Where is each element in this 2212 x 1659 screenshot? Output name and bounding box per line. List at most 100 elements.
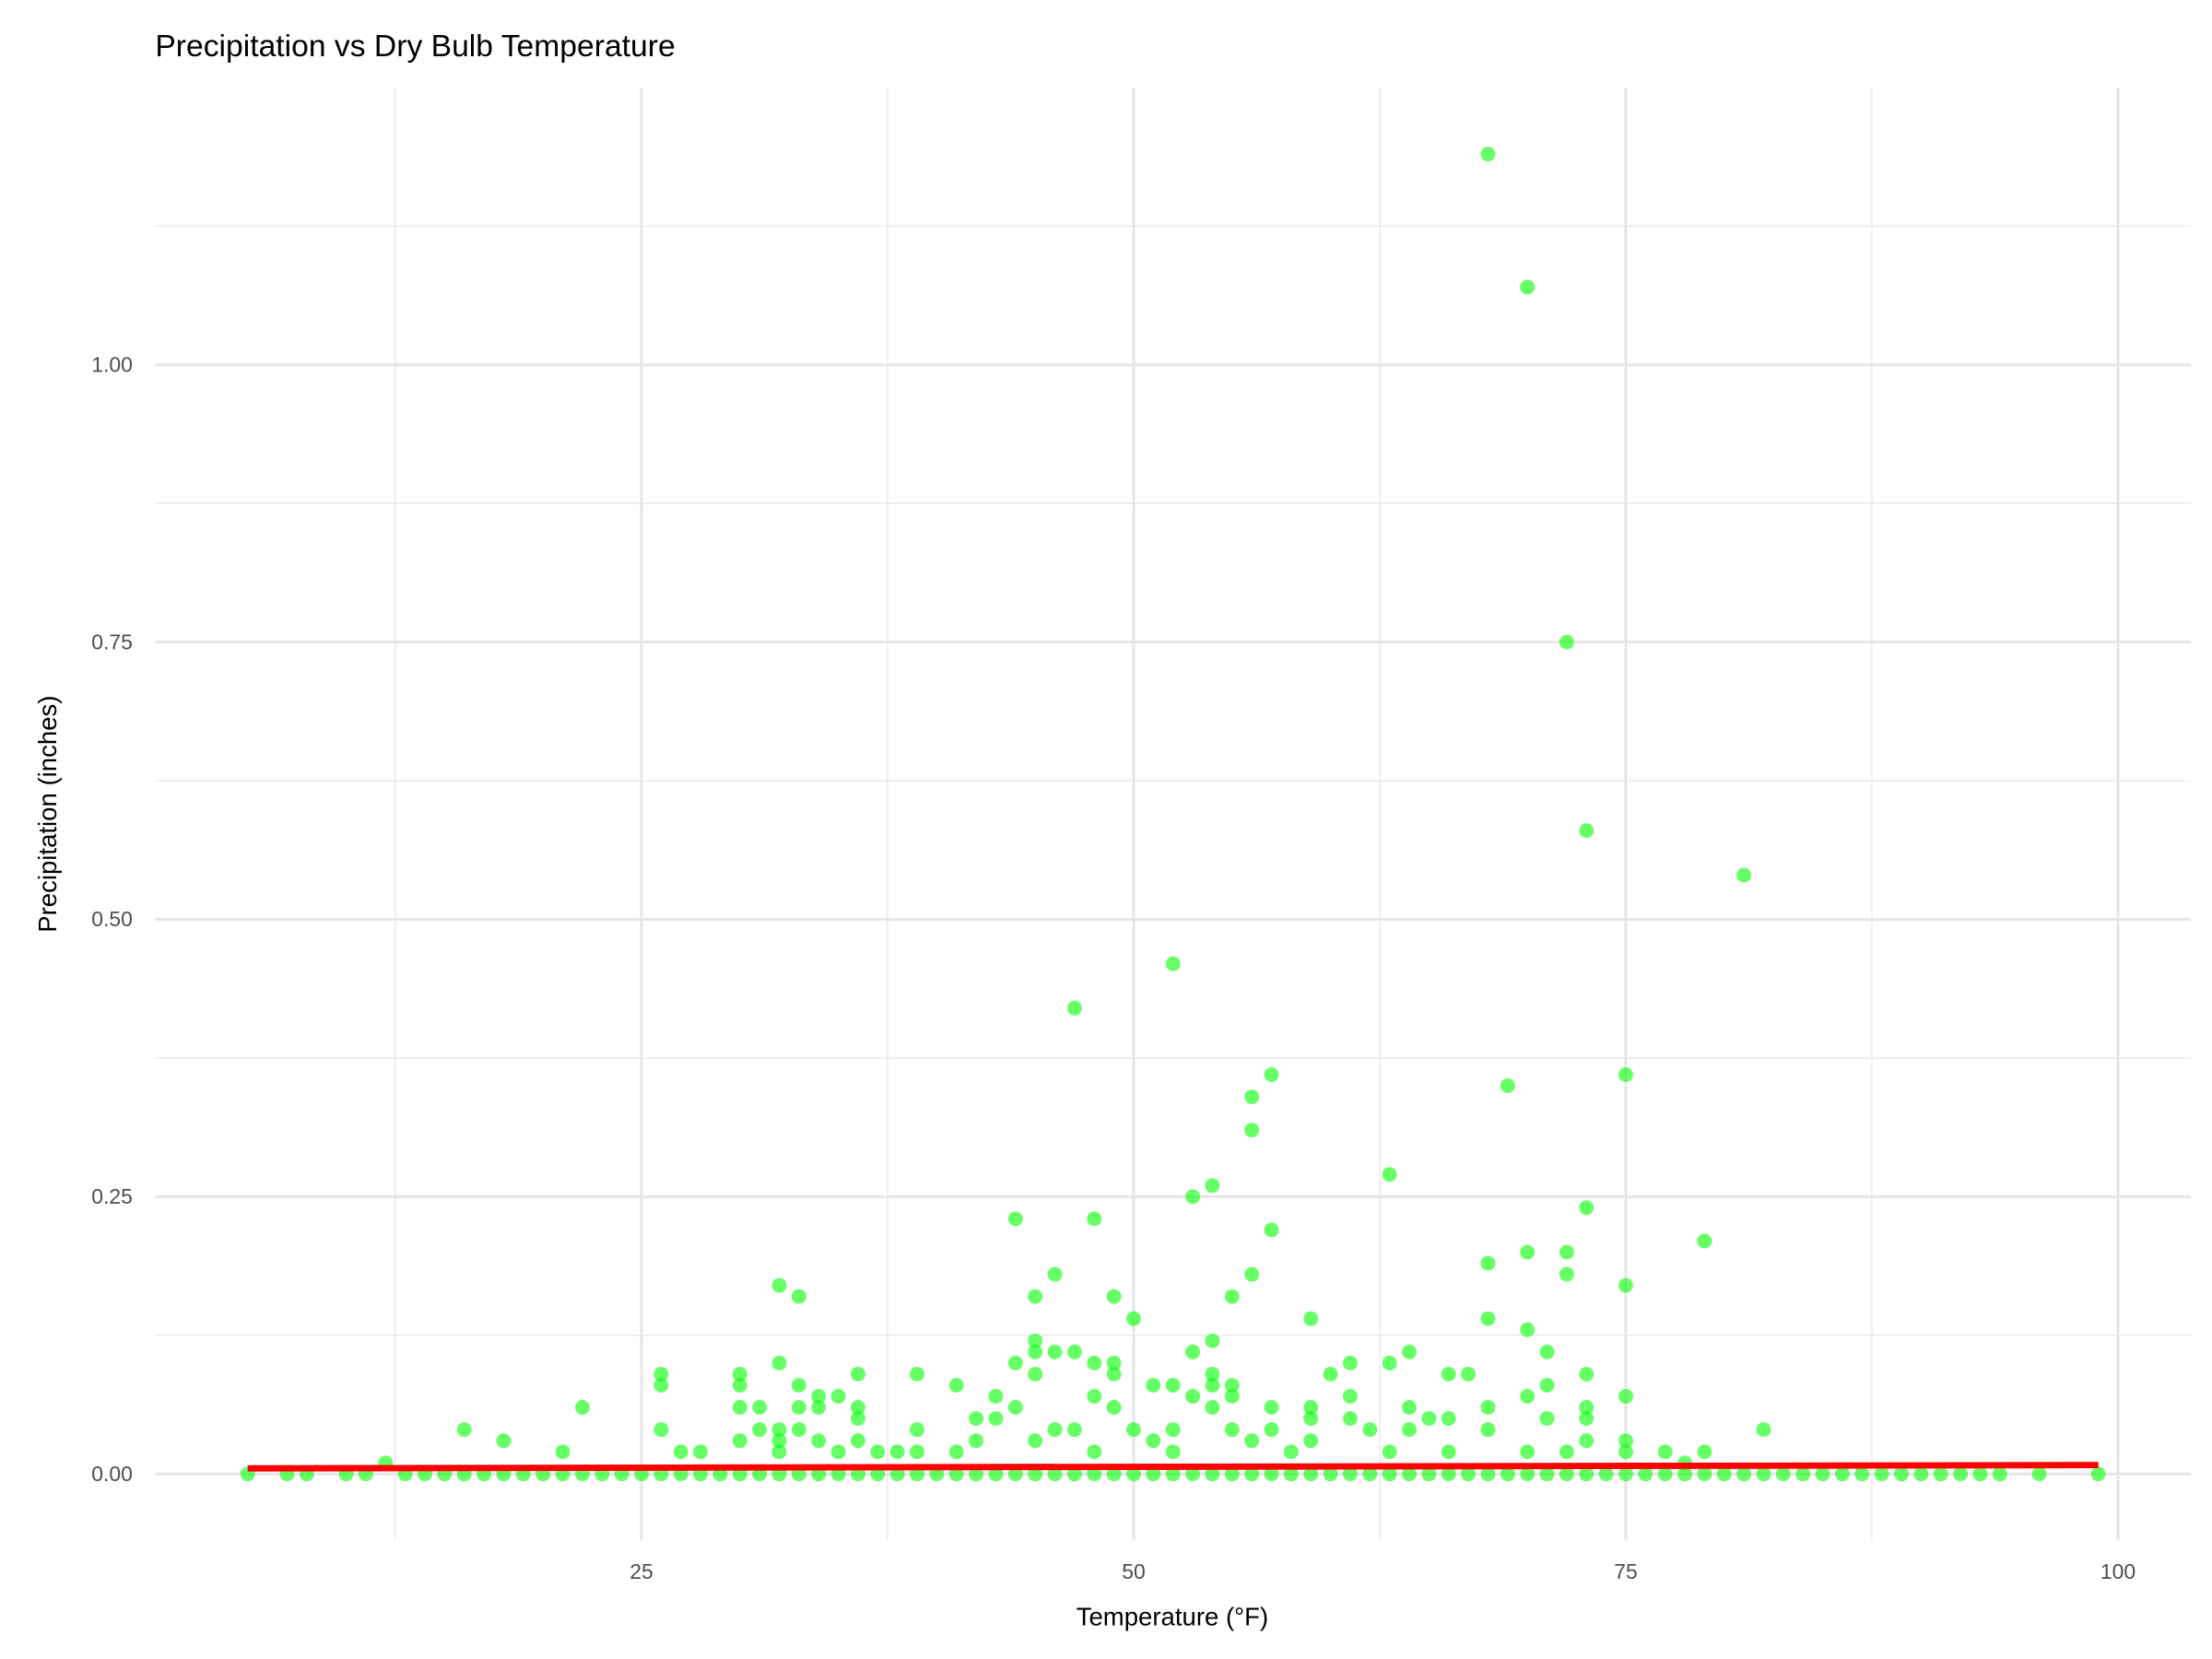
point: [1520, 1322, 1535, 1337]
point: [1264, 1466, 1279, 1482]
point: [1992, 1466, 2007, 1482]
y-tick-label: 0.75: [91, 629, 133, 653]
point: [1520, 279, 1535, 295]
point: [1933, 1466, 1948, 1482]
y-tick-label: 1.00: [91, 352, 133, 376]
x-tick-label: 50: [1122, 1559, 1146, 1583]
point: [1066, 1344, 1082, 1359]
point: [1106, 1355, 1122, 1371]
point: [1066, 1000, 1082, 1016]
point: [988, 1466, 1004, 1482]
y-tick-label: 0.25: [91, 1184, 133, 1208]
point: [1205, 1466, 1220, 1482]
point: [1795, 1466, 1811, 1482]
point: [771, 1444, 787, 1460]
point: [969, 1411, 984, 1427]
y-tick-label: 0.00: [91, 1462, 133, 1486]
point: [1323, 1366, 1338, 1382]
point: [830, 1389, 846, 1404]
point: [653, 1377, 669, 1393]
point: [555, 1444, 571, 1460]
point: [1874, 1466, 1889, 1482]
point: [1087, 1444, 1102, 1460]
point: [752, 1422, 768, 1438]
point: [1007, 1466, 1023, 1482]
point: [1362, 1422, 1378, 1438]
point: [1520, 1389, 1535, 1404]
point: [1146, 1433, 1161, 1449]
point: [1165, 1466, 1181, 1482]
point: [1677, 1466, 1693, 1482]
point: [1579, 1411, 1594, 1427]
point: [1539, 1466, 1555, 1482]
point: [850, 1411, 865, 1427]
point: [1913, 1466, 1929, 1482]
point: [1224, 1288, 1240, 1304]
point: [1657, 1444, 1673, 1460]
point: [969, 1466, 984, 1482]
point: [1028, 1344, 1043, 1359]
point: [1421, 1466, 1437, 1482]
point: [830, 1444, 846, 1460]
point: [1618, 1389, 1633, 1404]
trend-line: [247, 1462, 2099, 1472]
point: [1579, 1400, 1594, 1415]
point: [732, 1377, 747, 1393]
point: [1087, 1466, 1102, 1482]
point: [456, 1422, 472, 1438]
point: [1480, 1400, 1496, 1415]
point: [988, 1411, 1004, 1427]
y-axis-title: Precipitation (inches): [33, 696, 62, 933]
point: [1224, 1422, 1240, 1438]
point: [1480, 1255, 1496, 1271]
point: [1224, 1466, 1240, 1482]
point: [1480, 147, 1496, 162]
point: [1618, 1433, 1633, 1449]
point: [1756, 1422, 1771, 1438]
point: [732, 1400, 747, 1415]
point: [1342, 1355, 1358, 1371]
point: [988, 1389, 1004, 1404]
point: [1264, 1067, 1279, 1082]
point: [1303, 1411, 1319, 1427]
point: [1480, 1466, 1496, 1482]
point: [1244, 1466, 1260, 1482]
point: [1500, 1078, 1515, 1093]
point: [1185, 1466, 1201, 1482]
point: [1618, 1466, 1633, 1482]
point: [1264, 1422, 1279, 1438]
point: [948, 1377, 964, 1393]
point: [1244, 1266, 1260, 1282]
point: [1342, 1411, 1358, 1427]
point: [1520, 1466, 1535, 1482]
point: [870, 1444, 886, 1460]
point: [1185, 1189, 1201, 1205]
point: [1559, 1266, 1574, 1282]
point: [910, 1366, 924, 1382]
point: [791, 1377, 806, 1393]
point: [1579, 823, 1594, 839]
point: [1047, 1466, 1063, 1482]
point: [1539, 1377, 1555, 1393]
point: [1224, 1389, 1240, 1404]
point: [1342, 1389, 1358, 1404]
point: [574, 1400, 590, 1415]
point: [1441, 1444, 1456, 1460]
point: [1146, 1466, 1161, 1482]
point: [1500, 1466, 1515, 1482]
chart-title: Precipitation vs Dry Bulb Temperature: [155, 29, 675, 64]
point: [1007, 1211, 1023, 1227]
point: [1047, 1422, 1063, 1438]
point: [1066, 1422, 1082, 1438]
point: [1480, 1422, 1496, 1438]
point: [791, 1422, 806, 1438]
point: [1106, 1400, 1122, 1415]
point: [1205, 1377, 1220, 1393]
point: [1007, 1355, 1023, 1371]
point: [1323, 1466, 1338, 1482]
point: [1028, 1366, 1043, 1382]
point: [1579, 1433, 1594, 1449]
point: [1402, 1422, 1417, 1438]
point: [1303, 1400, 1319, 1415]
point: [1264, 1222, 1279, 1238]
